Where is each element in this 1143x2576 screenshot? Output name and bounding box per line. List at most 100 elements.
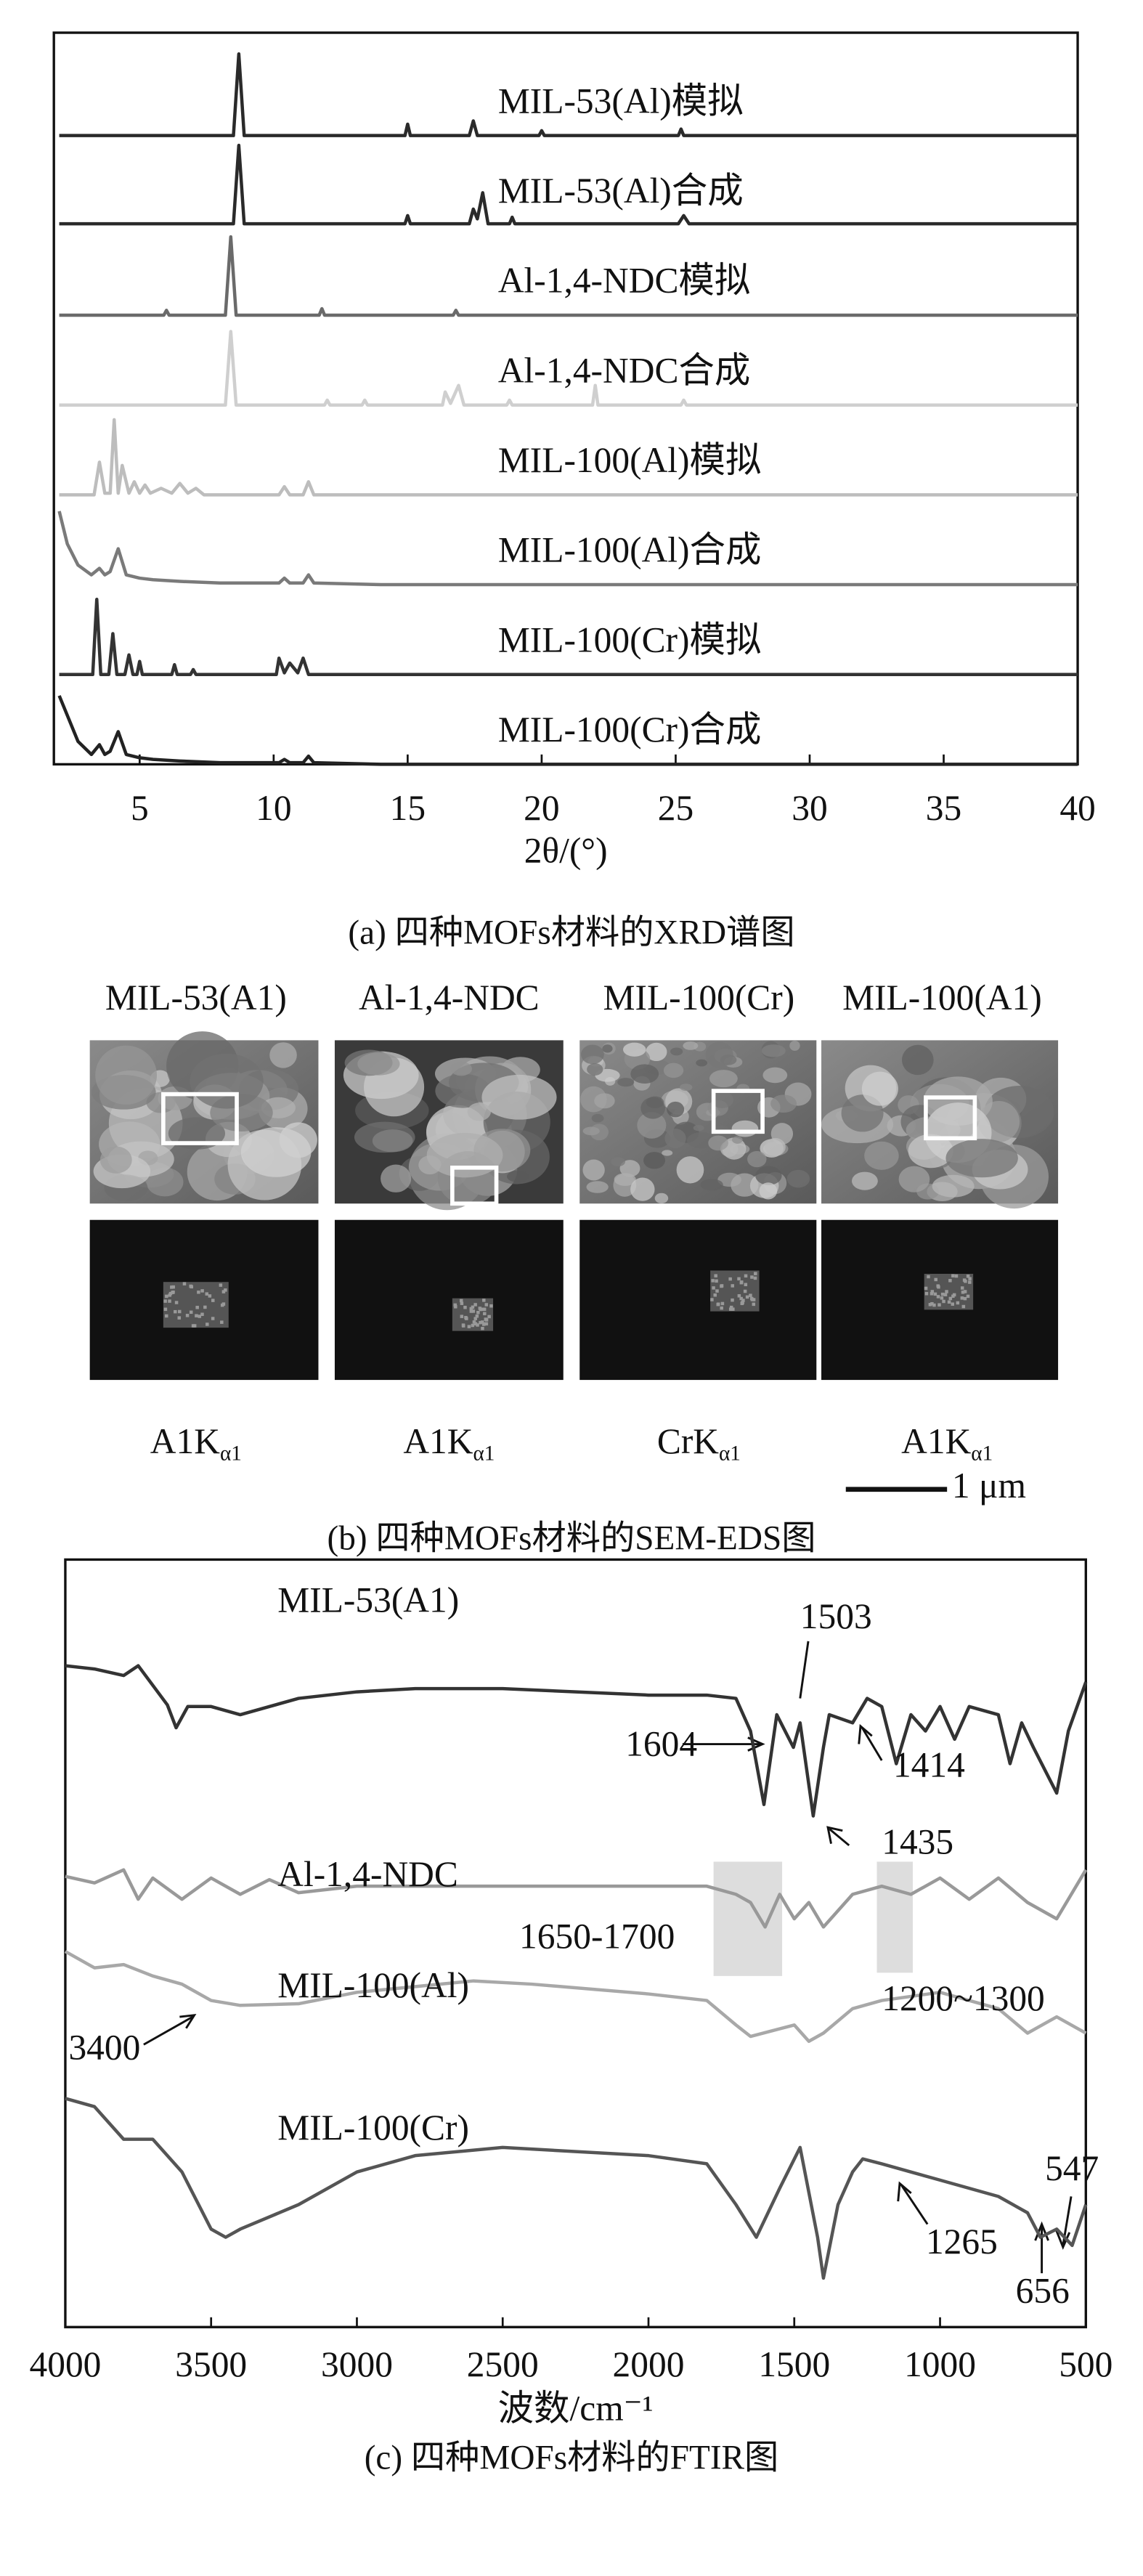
eds-dot	[964, 1280, 967, 1283]
element-name: A1K	[150, 1421, 220, 1461]
sem-image	[821, 1040, 1059, 1209]
eds-dot	[948, 1279, 952, 1283]
eds-dot	[472, 1320, 476, 1324]
eds-dot	[481, 1326, 484, 1330]
spectrum-line	[57, 695, 1078, 766]
eds-dot	[463, 1305, 467, 1309]
eds-dot	[171, 1291, 174, 1294]
eds-dot	[170, 1285, 174, 1289]
eds-dot	[476, 1323, 479, 1327]
eds-dot	[473, 1317, 478, 1320]
sem-texture	[902, 1044, 934, 1076]
eds-dot	[729, 1305, 733, 1309]
sem-texture	[761, 1044, 786, 1057]
eds-dot	[948, 1296, 953, 1301]
eds-dot	[453, 1303, 457, 1307]
series-label: MIL-100(Cr)模拟	[498, 619, 762, 659]
eds-dot	[739, 1280, 744, 1285]
eds-dot	[471, 1305, 475, 1309]
x-tick-label: 1500	[758, 2344, 830, 2384]
eds-dot	[715, 1279, 718, 1283]
sem-texture	[759, 1182, 778, 1200]
eds-dot	[469, 1309, 473, 1313]
eds-dot	[750, 1275, 754, 1279]
sem-texture	[269, 1042, 297, 1068]
eds-dot	[484, 1317, 488, 1321]
sem-texture	[680, 1084, 693, 1092]
eds-dot	[195, 1306, 199, 1309]
x-tick-label: 500	[1059, 2344, 1113, 2384]
x-tick-label: 3000	[321, 2344, 393, 2384]
eds-dot	[940, 1296, 944, 1300]
eds-dot	[208, 1294, 212, 1298]
eds-dot	[473, 1322, 478, 1326]
eds-dot	[163, 1299, 167, 1303]
eds-dot	[745, 1295, 749, 1299]
series-label: Al-1,4-NDC模拟	[498, 261, 751, 301]
element-subscript: α1	[473, 1442, 495, 1465]
eds-dot	[484, 1322, 489, 1326]
eds-dot	[211, 1299, 215, 1302]
eds-dot	[927, 1275, 930, 1279]
eds-dot	[960, 1286, 964, 1290]
eds-dot	[479, 1307, 483, 1312]
element-subscript: α1	[220, 1442, 242, 1465]
x-tick-label: 10	[256, 788, 291, 828]
eds-dot	[174, 1309, 177, 1314]
sem-texture	[581, 1044, 604, 1065]
eds-dot	[937, 1303, 941, 1307]
sem-texture	[582, 1159, 605, 1181]
spectrum-line	[65, 1868, 1088, 1929]
shaded-band	[713, 1861, 783, 1976]
annotation: 1503	[800, 1596, 872, 1636]
eds-dot	[163, 1307, 168, 1312]
eds-dot	[165, 1314, 168, 1318]
sem-texture	[711, 1091, 733, 1108]
sem-texture	[747, 1150, 767, 1168]
x-tick-label: 20	[524, 788, 559, 828]
annotation: 1604	[625, 1723, 697, 1763]
eds-dot	[731, 1284, 734, 1288]
sem-texture	[594, 1093, 615, 1109]
sem-texture	[945, 1139, 1018, 1178]
eds-dot	[720, 1301, 725, 1306]
highlight-box	[450, 1165, 499, 1206]
eds-dot	[961, 1291, 965, 1294]
eds-dot	[942, 1299, 945, 1304]
x-tick-label: 2500	[467, 2344, 539, 2384]
eds-dot	[168, 1299, 171, 1303]
sem-texture	[664, 1129, 686, 1148]
sem-texture	[670, 1047, 683, 1056]
eds-dot	[189, 1284, 192, 1288]
eds-dot	[934, 1277, 937, 1282]
spectrum-line	[59, 330, 1078, 407]
eds-dot	[711, 1279, 715, 1283]
x-tick-label: 35	[926, 788, 961, 828]
eds-dot	[963, 1296, 967, 1301]
highlight-box	[924, 1095, 977, 1141]
eds-dot	[753, 1276, 757, 1280]
sem-texture	[654, 1192, 669, 1204]
spectrum-line	[65, 2097, 1088, 2280]
element-subscript: α1	[719, 1442, 741, 1465]
annotation: 656	[1016, 2271, 1070, 2311]
x-tick-label: 2000	[613, 2344, 685, 2384]
eds-dot	[737, 1277, 741, 1281]
sem-texture	[426, 1132, 503, 1178]
eds-dot	[936, 1295, 940, 1299]
eds-dot	[454, 1305, 457, 1309]
highlight-box	[161, 1092, 239, 1145]
element-subscript: α1	[971, 1442, 993, 1465]
sem-texture	[99, 1146, 132, 1174]
spectrum-line	[59, 235, 1078, 317]
series-label: MIL-53(A1)	[277, 1580, 459, 1620]
annotation: 1414	[893, 1745, 965, 1785]
eds-dot	[171, 1285, 175, 1289]
sem-texture	[755, 1166, 782, 1185]
eds-dot	[731, 1307, 735, 1311]
sem-texture	[587, 1063, 603, 1076]
sem-texture	[619, 1160, 640, 1177]
eds-dot	[489, 1304, 493, 1308]
sem-texture	[95, 1045, 157, 1105]
sem-texture	[637, 1112, 667, 1139]
